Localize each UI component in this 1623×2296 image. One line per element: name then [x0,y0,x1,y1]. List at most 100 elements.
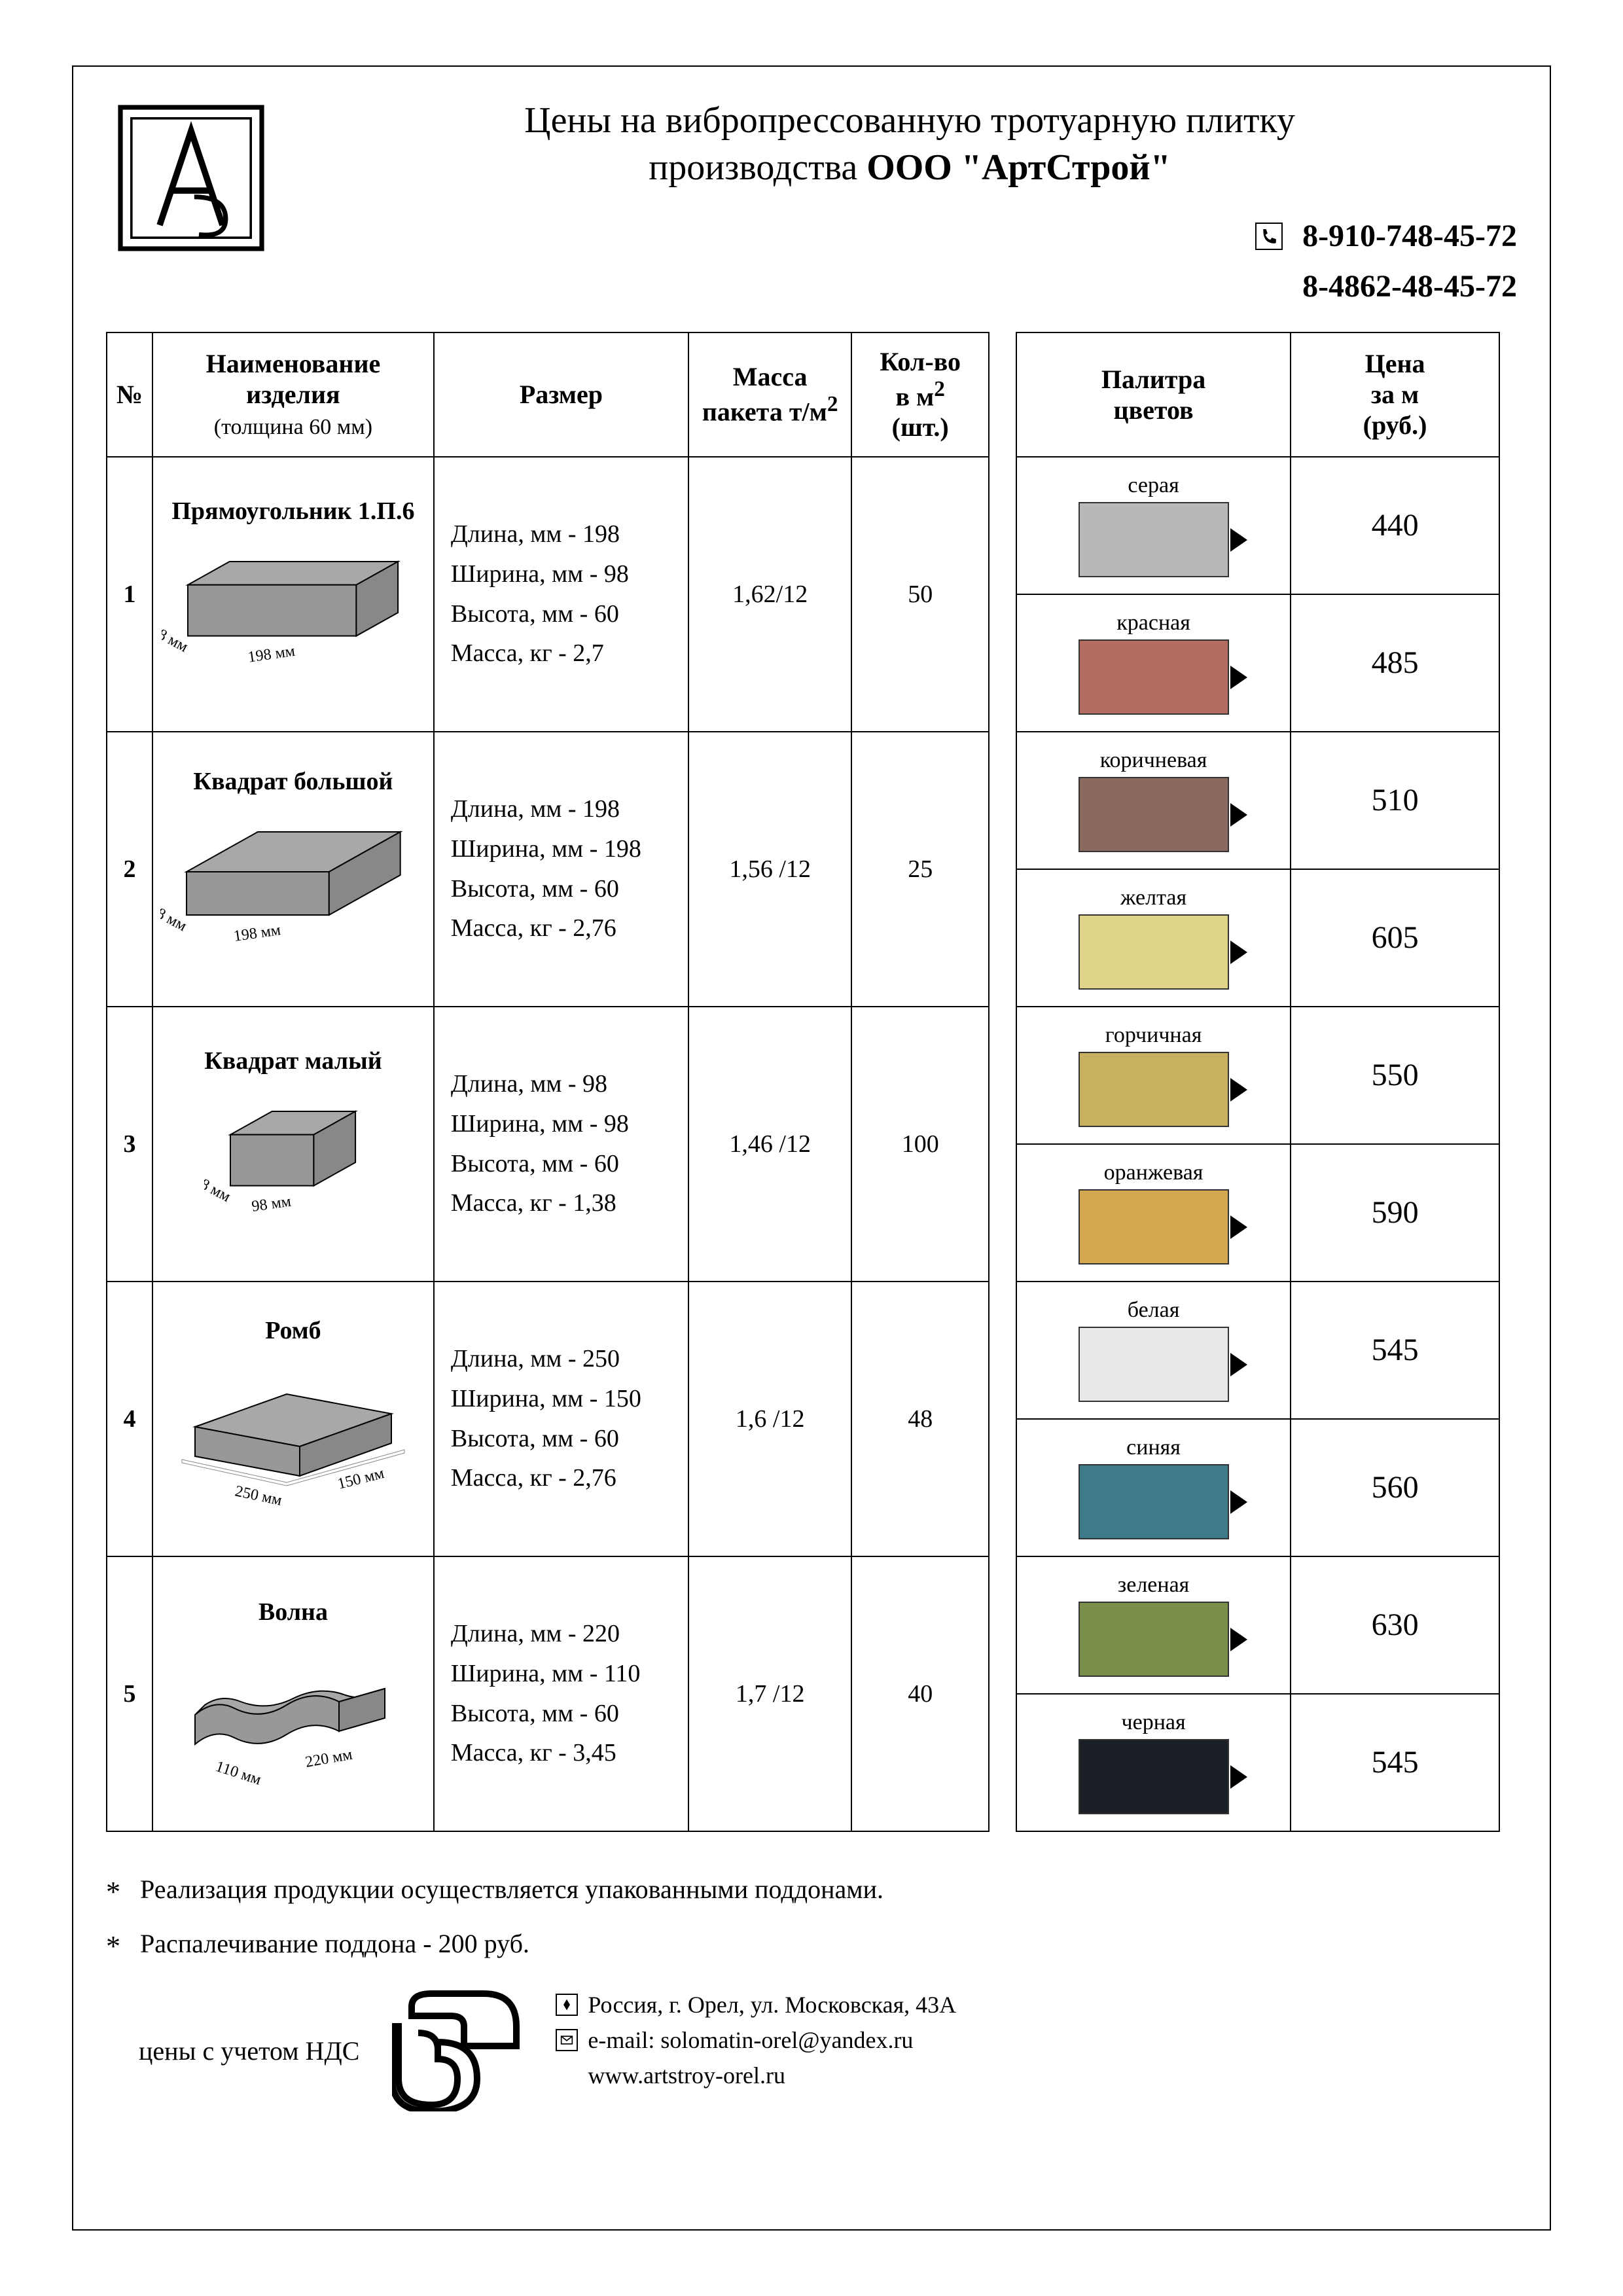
nds-note: цены с учетом НДС [139,2026,359,2076]
header: Цены на вибропрессованную тротуарную пли… [106,93,1517,312]
row-name: Квадрат большой 198 мм 198 мм [152,732,434,1007]
price-cell: 630 [1291,1556,1499,1694]
palette-row: черная 545 [1016,1694,1499,1831]
swatch-label: зеленая [1024,1573,1283,1598]
svg-text:150 мм: 150 мм [336,1465,386,1493]
footer-note-2: Распалечивание поддона - 200 руб. [140,1919,529,1969]
row-mass: 1,6 /12 [688,1282,852,1556]
swatch-cell: синяя [1016,1419,1291,1556]
price-cell: 485 [1291,594,1499,732]
product-row: 5 Волна 220 мм 110 мм Длина, мм - 220Шир… [107,1556,989,1831]
swatch-box [1079,777,1229,852]
phone-1: 8-910-748-45-72 [1302,211,1517,262]
swatch-label: коричневая [1024,748,1283,773]
row-qty: 50 [851,457,989,732]
row-size: Длина, мм - 198Ширина, мм - 98Высота, мм… [434,457,688,732]
row-name: Ромб 250 мм 150 мм [152,1282,434,1556]
swatch-box [1079,1602,1229,1677]
bullet-icon: * [106,1919,120,1974]
svg-text:250 мм: 250 мм [234,1482,283,1509]
footer-note-1: Реализация продукции осуществляется упак… [140,1865,883,1914]
phone-block: 8-910-748-45-72 8-4862-48-45-72 [302,211,1517,312]
row-size: Длина, мм - 220Ширина, мм - 110Высота, м… [434,1556,688,1831]
product-shape: 98 мм 98 мм [156,1085,430,1245]
row-mass: 1,7 /12 [688,1556,852,1831]
palette-row: белая 545 [1016,1282,1499,1419]
row-name: Волна 220 мм 110 мм [152,1556,434,1831]
row-qty: 40 [851,1556,989,1831]
svg-text:220 мм: 220 мм [304,1746,353,1770]
company-logo [106,93,276,263]
footer: * Реализация продукции осуществляется уп… [106,1865,1517,2111]
swatch-label: красная [1024,611,1283,636]
row-qty: 48 [851,1282,989,1556]
palette-row: оранжевая 590 [1016,1144,1499,1282]
product-row: 3 Квадрат малый 98 мм 98 мм Длина, мм - … [107,1007,989,1282]
product-row: 1 Прямоугольник 1.П.6 198 мм 98 мм Длина… [107,457,989,732]
cert-logo [392,1987,523,2111]
swatch-label: серая [1024,473,1283,498]
email-text: e-mail: solomatin-orel@yandex.ru [588,2022,913,2058]
products-table: № Наименование изделия (толщина 60 мм) Р… [106,332,990,1832]
email-icon [556,2029,578,2051]
row-name: Прямоугольник 1.П.6 198 мм 98 мм [152,457,434,732]
product-shape: 198 мм 198 мм [156,806,430,974]
svg-text:198 мм: 198 мм [232,922,281,945]
palette-row: желтая 605 [1016,869,1499,1007]
col-header-mass: Масса пакета т/м2 [688,332,852,457]
phone-icon [1255,223,1283,250]
swatch-box [1079,1739,1229,1814]
product-row: 2 Квадрат большой 198 мм 198 мм Длина, м… [107,732,989,1007]
row-size: Длина, мм - 250Ширина, мм - 150Высота, м… [434,1282,688,1556]
swatch-label: оранжевая [1024,1160,1283,1185]
col-header-name: Наименование изделия (толщина 60 мм) [152,332,434,457]
swatch-box [1079,1189,1229,1265]
swatch-label: горчичная [1024,1023,1283,1048]
svg-text:110 мм: 110 мм [213,1758,263,1789]
phone-2: 8-4862-48-45-72 [302,262,1517,312]
col-header-size: Размер [434,332,688,457]
price-cell: 440 [1291,457,1499,594]
col-header-qty: Кол-во в м2 (шт.) [851,332,989,457]
price-cell: 545 [1291,1282,1499,1419]
swatch-cell: белая [1016,1282,1291,1419]
swatch-box [1079,1052,1229,1127]
row-num: 3 [107,1007,152,1282]
col-header-num: № [107,332,152,457]
website-text: www.artstroy-orel.ru [588,2058,785,2093]
swatch-box [1079,502,1229,577]
title-line-2: производства ООО "АртСтрой" [302,147,1517,188]
col-header-palette: Палитра цветов [1016,332,1291,457]
title-prefix: производства [649,147,866,188]
price-cell: 550 [1291,1007,1499,1144]
swatch-cell: черная [1016,1694,1291,1831]
row-mass: 1,46 /12 [688,1007,852,1282]
row-num: 2 [107,732,152,1007]
col-header-price: Цена за м (руб.) [1291,332,1499,457]
swatch-cell: горчичная [1016,1007,1291,1144]
palette-table: Палитра цветов Цена за м (руб.) серая 44… [1016,332,1500,1832]
palette-row: горчичная 550 [1016,1007,1499,1144]
row-qty: 100 [851,1007,989,1282]
palette-row: серая 440 [1016,457,1499,594]
row-qty: 25 [851,732,989,1007]
swatch-box [1079,914,1229,990]
product-shape: 250 мм 150 мм [156,1355,430,1525]
price-cell: 545 [1291,1694,1499,1831]
row-num: 5 [107,1556,152,1831]
svg-text:98 мм: 98 мм [204,1172,233,1205]
swatch-cell: красная [1016,594,1291,732]
palette-row: коричневая 510 [1016,732,1499,869]
svg-text:98 мм: 98 мм [162,622,190,655]
palette-row: красная 485 [1016,594,1499,732]
row-name: Квадрат малый 98 мм 98 мм [152,1007,434,1282]
swatch-label: белая [1024,1298,1283,1323]
row-mass: 1,56 /12 [688,732,852,1007]
product-row: 4 Ромб 250 мм 150 мм Длина, мм - 250Шири… [107,1282,989,1556]
row-size: Длина, мм - 98Ширина, мм - 98Высота, мм … [434,1007,688,1282]
address-text: Россия, г. Орел, ул. Московская, 43А [588,1987,956,2022]
row-mass: 1,62/12 [688,457,852,732]
title-company: ООО "АртСтрой" [866,147,1171,188]
row-num: 1 [107,457,152,732]
contact-block: Россия, г. Орел, ул. Московская, 43А e-m… [556,1987,1517,2093]
